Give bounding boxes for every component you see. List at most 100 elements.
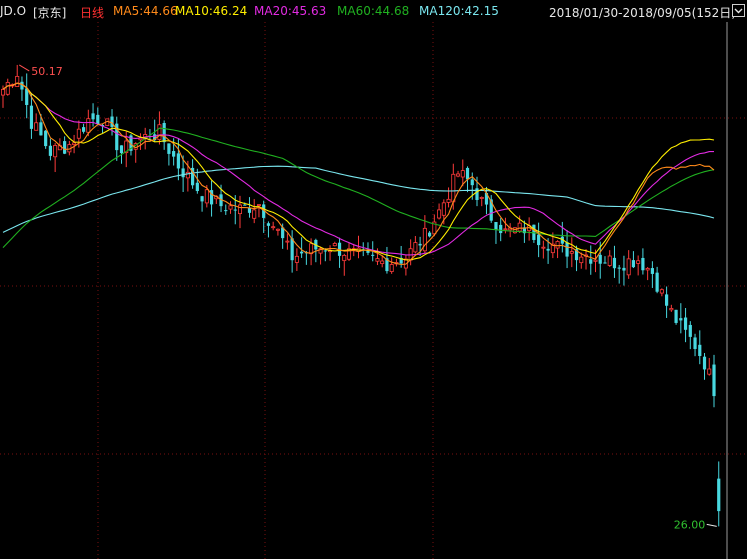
candle-body (237, 204, 242, 215)
candle-body (413, 242, 418, 253)
candle-body (285, 240, 290, 243)
ma60-line (2, 127, 715, 248)
ma5-line (2, 82, 715, 266)
candle-body (0, 88, 6, 96)
symbol-label: JD.O (0, 4, 27, 18)
candle-body (342, 255, 347, 262)
candle-body (598, 254, 602, 264)
candle-body (375, 258, 380, 262)
candle-body (451, 173, 456, 203)
high-marker-arrow (18, 64, 30, 72)
candle-body (200, 196, 204, 202)
candle-body (484, 192, 489, 205)
candle-body (72, 142, 77, 145)
period-label[interactable]: 日线 (80, 6, 105, 20)
candle-body (53, 145, 58, 158)
candle-body (115, 123, 119, 151)
candle-body (626, 258, 631, 276)
candle-body (555, 241, 560, 249)
candle-body (266, 223, 271, 226)
candle-body (460, 170, 465, 178)
candle-body (574, 249, 579, 261)
candle-body (446, 198, 451, 203)
candle-body (569, 251, 574, 254)
candle-body (76, 128, 81, 139)
candle-body (617, 267, 621, 269)
candle-body (389, 264, 394, 272)
candle-body (63, 141, 67, 154)
candle-body (456, 173, 461, 177)
candle-body (81, 127, 86, 132)
candle-body (176, 153, 180, 169)
candle-body (550, 243, 555, 254)
candle-body (679, 318, 683, 321)
candle-body (593, 259, 598, 262)
ma120-line (2, 165, 715, 233)
candle-body (475, 188, 479, 200)
candle-body (157, 124, 162, 140)
candle-body (380, 260, 385, 265)
ma20-line (2, 82, 714, 256)
candle-body (622, 267, 626, 271)
candle-body (243, 204, 247, 206)
candle-body (191, 167, 195, 186)
candle-body (499, 224, 503, 234)
candle-body (300, 251, 304, 254)
candle-body (560, 236, 564, 244)
candle-body (228, 205, 233, 210)
candle-body (275, 228, 280, 231)
candle-body (224, 210, 228, 212)
high-price-label: 50.17 (31, 65, 63, 78)
candle-body (717, 478, 721, 512)
candle-body (39, 122, 43, 136)
candle-body (432, 221, 437, 235)
candle-body (712, 364, 716, 397)
candle-body (48, 145, 52, 156)
candle-body (371, 254, 375, 256)
candle-body (34, 122, 39, 131)
candle-body (503, 228, 508, 231)
candle-body (15, 75, 20, 87)
candle-body (494, 222, 498, 231)
candle-body (110, 116, 114, 127)
ma5-label: MA5:44.66 (113, 4, 178, 18)
candle-body (366, 250, 370, 253)
candle-body (124, 140, 129, 154)
candle-body (44, 130, 48, 147)
candle-body (399, 257, 403, 264)
candle-body (347, 248, 352, 260)
candle-body (428, 232, 432, 237)
candle-body (153, 134, 157, 141)
candle-body (470, 179, 474, 186)
candle-body (271, 226, 276, 229)
low-price-label: 26.00 (674, 518, 706, 531)
candle-body (281, 227, 285, 239)
candle-body (589, 259, 593, 264)
candle-body (247, 207, 252, 213)
candle-body (693, 337, 697, 349)
candlestick-chart: 50.17 26.00 (0, 22, 747, 559)
candle-body (119, 145, 124, 154)
candle-body (650, 268, 654, 274)
candle-body (422, 227, 427, 252)
candle-body (565, 242, 569, 257)
candle-body (219, 194, 223, 207)
candle-body (479, 197, 484, 199)
candle-body (537, 234, 541, 246)
chevron-down-icon[interactable] (732, 4, 745, 17)
candle-body (129, 135, 133, 151)
candle-body (702, 356, 707, 370)
candle-body (489, 199, 493, 221)
candle-body (20, 81, 24, 90)
candle-body (674, 309, 678, 323)
candle-body (441, 202, 446, 216)
low-marker-arrow (706, 523, 717, 527)
candle-body (641, 257, 645, 271)
candle-body (385, 258, 389, 272)
candle-body (522, 227, 526, 234)
candle-body (209, 190, 214, 205)
candle-body (631, 260, 636, 268)
candle-body (100, 124, 105, 126)
candle-body (185, 171, 190, 179)
candle-body (294, 255, 299, 263)
